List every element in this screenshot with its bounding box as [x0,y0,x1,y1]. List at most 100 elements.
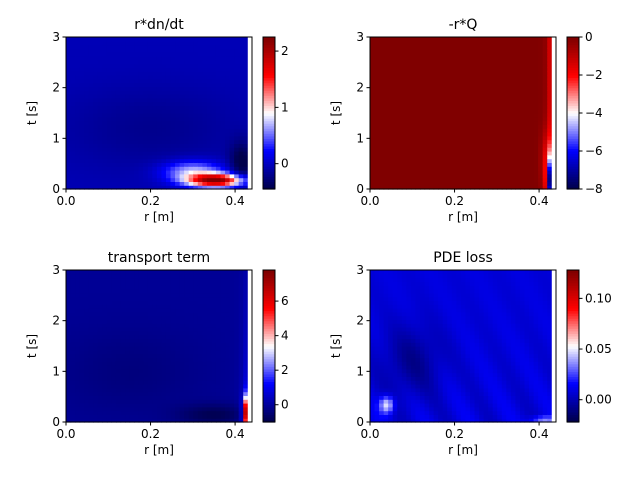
heatmap-cell [456,86,462,91]
heatmap-cell [547,109,553,114]
heatmap-cell [84,334,90,339]
heatmap-cell [206,128,213,133]
heatmap-cell [175,181,181,186]
heatmap-cell [161,143,167,148]
heatmap-cell [175,52,181,57]
heatmap-cell [93,410,99,415]
heatmap-cell [401,105,407,110]
heatmap-cell [515,139,521,144]
heatmap-cell [442,173,448,179]
heatmap-cell [234,94,240,99]
heatmap-cell [206,338,213,343]
heatmap-cell [392,135,398,141]
x-tick-label: 0.0 [360,194,379,208]
heatmap-cell [102,346,108,351]
heatmap-cell [179,273,185,279]
heatmap-cell [106,109,113,114]
heatmap-cell [202,399,208,404]
heatmap-cell [138,368,144,374]
heatmap-cell [175,330,181,336]
heatmap-cell [438,44,444,49]
heatmap-cell [179,166,185,171]
heatmap-cell [211,177,217,182]
heatmap-cell [125,59,131,65]
heatmap-cell [143,270,149,275]
heatmap-cell [188,166,194,171]
heatmap-cell [492,116,498,122]
colorbar-segment [567,62,579,66]
heatmap-cell [419,59,426,65]
heatmap-cell [125,101,131,106]
heatmap-cell [165,277,172,282]
heatmap-cell [147,414,153,419]
heatmap-cell [161,391,167,396]
heatmap-cell [206,406,213,412]
heatmap-cell [202,414,208,419]
heatmap-cell [102,273,108,279]
heatmap-cell [147,52,153,57]
heatmap-cell [102,342,108,347]
heatmap-cell [433,90,439,95]
heatmap-cell [197,365,203,370]
heatmap-cell [106,403,113,408]
heatmap-cell [456,63,462,68]
heatmap-cell [84,67,90,72]
heatmap-cell [206,59,213,65]
heatmap-cell [501,154,507,160]
heatmap-cell [220,372,226,377]
heatmap-cell [170,270,176,275]
heatmap-cell [161,94,167,99]
heatmap-cell [202,277,208,282]
heatmap-cell [370,166,376,171]
heatmap-cell [474,135,480,141]
heatmap-cell [106,158,113,163]
heatmap-cell [188,281,194,286]
heatmap-cell [115,311,122,317]
heatmap-cell [106,56,113,61]
heatmap-cell [234,105,240,110]
heatmap-cell [234,135,240,141]
heatmap-cell [93,391,99,396]
heatmap-cell [238,78,244,84]
heatmap-cell [75,116,81,122]
heatmap-cell [220,285,226,290]
heatmap-cell [175,44,181,49]
heatmap-cell [474,44,480,49]
heatmap-cell [220,357,226,362]
heatmap-cell [547,113,553,118]
heatmap-cell [424,124,430,129]
heatmap-cell [542,101,548,106]
heatmap-cell [529,37,535,42]
heatmap-cell [161,334,167,339]
heatmap-cell [529,40,535,46]
heatmap-cell [469,67,476,72]
heatmap-cell [88,414,94,419]
heatmap-cell [129,296,135,301]
heatmap-cell [165,308,172,313]
heatmap-cell [465,97,471,103]
heatmap-cell [465,158,471,163]
heatmap-cell [483,166,489,171]
heatmap-cell [125,319,131,324]
heatmap-cell [102,311,108,317]
heatmap-cell [70,170,76,175]
heatmap-cell [120,372,126,377]
heatmap-cell [529,113,535,118]
heatmap-cell [479,135,485,141]
heatmap-cell [547,181,553,186]
heatmap-cell [451,154,457,160]
heatmap-cell [388,124,394,129]
heatmap-cell [102,338,108,343]
heatmap-cell [497,44,503,49]
heatmap-cell [225,273,231,279]
heatmap-cell [93,162,99,167]
heatmap-cell [211,154,217,160]
heatmap-cell [125,37,131,42]
heatmap-cell [243,353,249,358]
heatmap-cell [547,37,553,42]
heatmap-cell [225,56,231,61]
colorbar-segment [263,97,275,101]
heatmap-cell [451,59,457,65]
heatmap-cell [215,97,222,103]
colorbar-segment [263,107,275,112]
